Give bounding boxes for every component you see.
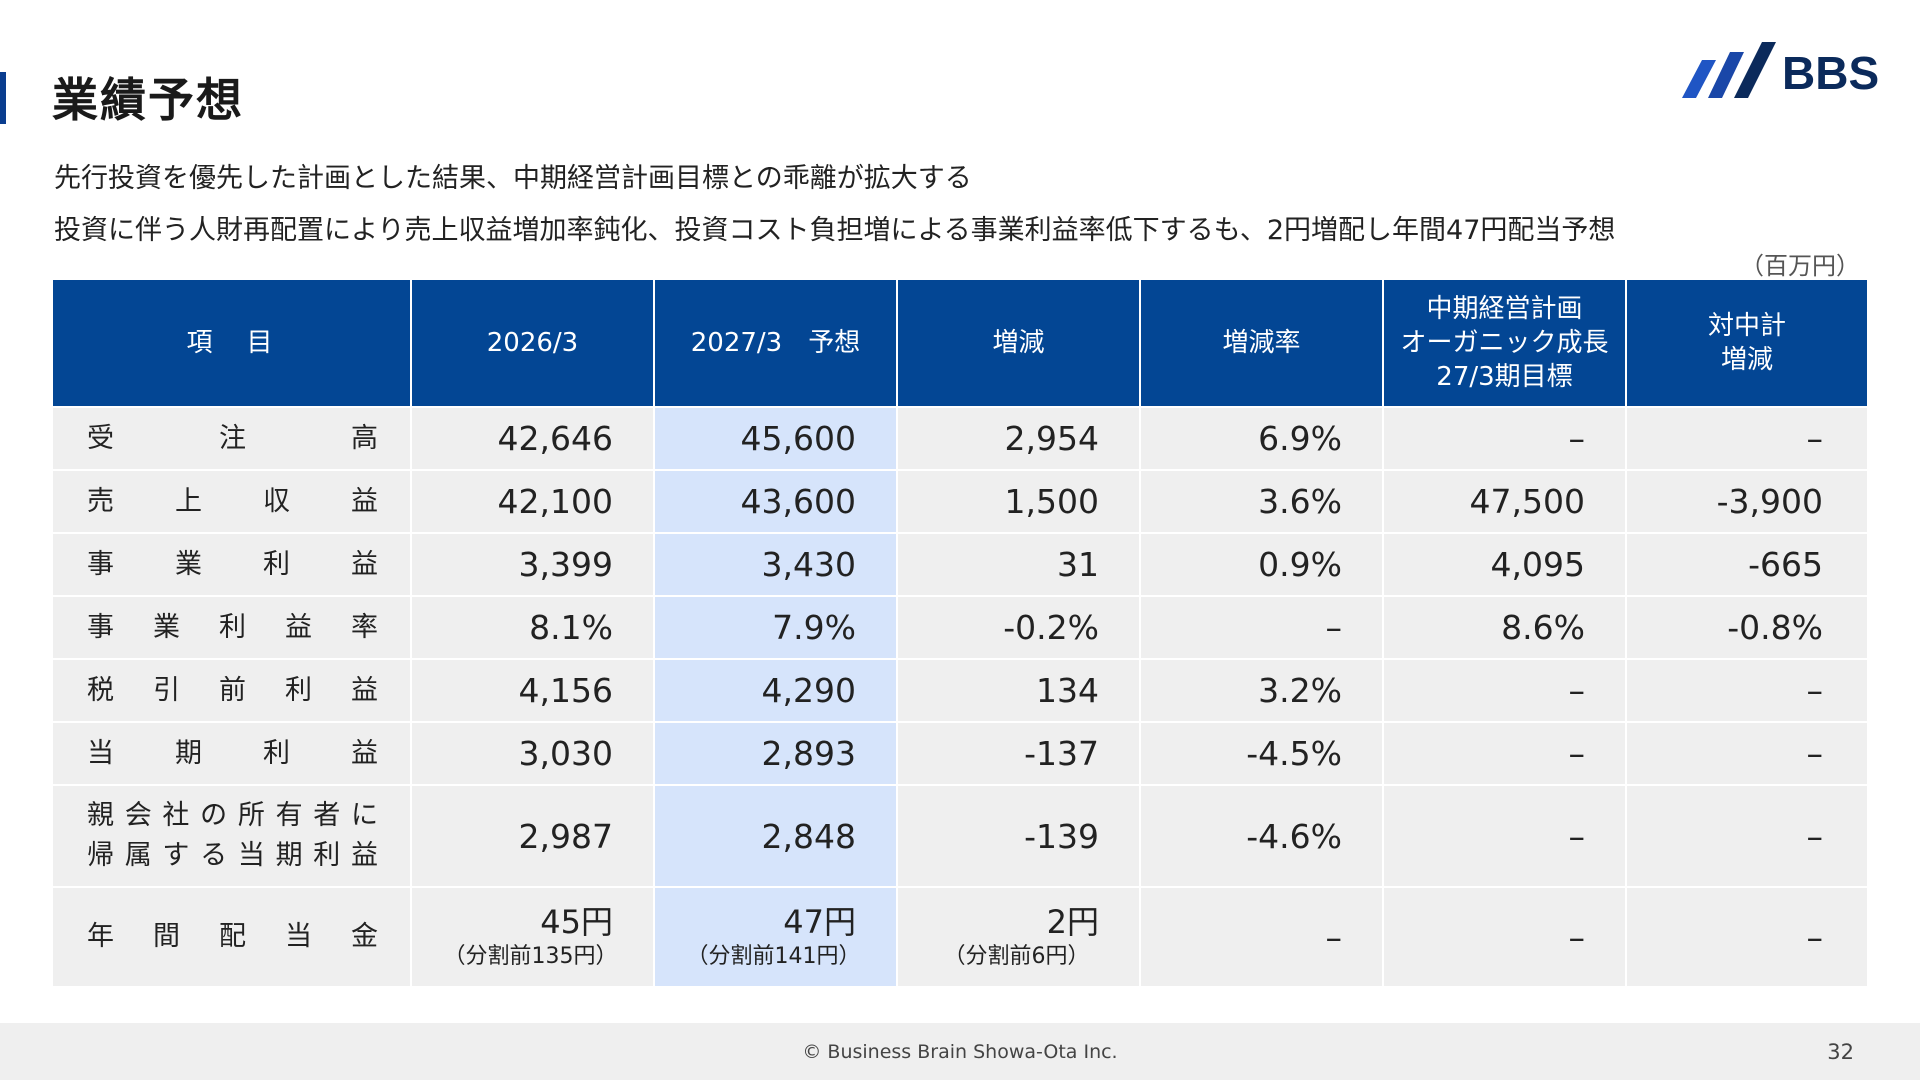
- cell-value: 42,100: [411, 469, 655, 533]
- page-title: 業績予想: [52, 73, 244, 127]
- cell-value: 6.9%: [1140, 406, 1384, 470]
- cell-dividend: 45円 （分割前135円）: [411, 886, 655, 986]
- row-label: 税引前利益: [53, 658, 412, 722]
- header-fy2026: 2026/3: [411, 280, 655, 407]
- header-change-rate: 増減率: [1140, 280, 1384, 407]
- table-row: 親会社の所有者に 帰属する当期利益 2,987 2,848 -139 -4.6%…: [53, 784, 1867, 887]
- dividend-value: 45円: [540, 903, 613, 941]
- cell-value: 43,600: [654, 469, 898, 533]
- page-number: 32: [1827, 1040, 1854, 1064]
- header-item: 項 目: [53, 280, 412, 407]
- unit-label: （百万円）: [1740, 252, 1860, 280]
- copyright-text: © Business Brain Showa-Ota Inc.: [802, 1041, 1118, 1063]
- row-label: 受注高: [53, 406, 412, 470]
- cell-value: 2,893: [654, 721, 898, 785]
- row-label: 当期利益: [53, 721, 412, 785]
- cell-value: 2,987: [411, 784, 655, 887]
- cell-value: 2,954: [897, 406, 1141, 470]
- table-row-dividend: 年間配当金 45円 （分割前135円） 47円 （分割前141円） 2円 （分割…: [53, 886, 1867, 986]
- cell-value: 31: [897, 532, 1141, 596]
- header-mid-term-target: 中期経営計画 オーガニック成長 27/3期目標: [1383, 280, 1627, 407]
- cell-value: 4,290: [654, 658, 898, 722]
- cell-value: -665: [1626, 532, 1867, 596]
- row-label-line-2: 帰属する当期利益: [87, 840, 378, 871]
- table-header-row: 項 目 2026/3 2027/3 予想 増減 増減率 中期経営計画 オーガニッ…: [53, 280, 1867, 407]
- cell-value: –: [1383, 886, 1627, 986]
- subtitle-line-2: 投資に伴う人財再配置により売上収益増加率鈍化、投資コスト負担増による事業利益率低…: [54, 215, 1616, 246]
- cell-value: 47,500: [1383, 469, 1627, 533]
- row-label: 売上収益: [53, 469, 412, 533]
- table-row: 当期利益 3,030 2,893 -137 -4.5% – –: [53, 721, 1867, 785]
- cell-value: –: [1383, 406, 1627, 470]
- cell-value: 3.6%: [1140, 469, 1384, 533]
- cell-value: 42,646: [411, 406, 655, 470]
- cell-dividend: 47円 （分割前141円）: [654, 886, 898, 986]
- cell-value: 2,848: [654, 784, 898, 887]
- cell-value: -3,900: [1626, 469, 1867, 533]
- cell-value: 134: [897, 658, 1141, 722]
- header-vs-mid-term: 対中計 増減: [1626, 280, 1867, 407]
- table-row: 事業利益 3,399 3,430 31 0.9% 4,095 -665: [53, 532, 1867, 596]
- row-label: 親会社の所有者に 帰属する当期利益: [53, 784, 412, 887]
- logo-wordmark: BBS: [1782, 47, 1880, 99]
- cell-value: –: [1140, 886, 1384, 986]
- cell-value: -137: [897, 721, 1141, 785]
- forecast-table: 項 目 2026/3 2027/3 予想 増減 増減率 中期経営計画 オーガニッ…: [53, 280, 1867, 986]
- dividend-value: 47円: [783, 903, 856, 941]
- row-label: 年間配当金: [53, 886, 412, 986]
- cell-value: 3,030: [411, 721, 655, 785]
- cell-value: 3,399: [411, 532, 655, 596]
- cell-value: -139: [897, 784, 1141, 887]
- header-fy2027-forecast: 2027/3 予想: [654, 280, 898, 407]
- cell-value: 3.2%: [1140, 658, 1384, 722]
- title-accent-bar: [0, 72, 6, 124]
- cell-value: -4.6%: [1140, 784, 1384, 887]
- cell-value: –: [1626, 721, 1867, 785]
- cell-value: 0.9%: [1140, 532, 1384, 596]
- dividend-note: （分割前141円）: [686, 944, 861, 969]
- cell-value: –: [1383, 784, 1627, 887]
- cell-value: 3,430: [654, 532, 898, 596]
- row-label: 事業利益率: [53, 595, 412, 659]
- cell-value: –: [1626, 784, 1867, 887]
- cell-value: 8.1%: [411, 595, 655, 659]
- subtitle-line-1: 先行投資を優先した計画とした結果、中期経営計画目標との乖離が拡大する: [54, 163, 972, 194]
- company-logo: BBS: [1672, 38, 1882, 104]
- row-label: 事業利益: [53, 532, 412, 596]
- header-change: 増減: [897, 280, 1141, 407]
- cell-value: –: [1626, 406, 1867, 470]
- cell-value: 45,600: [654, 406, 898, 470]
- cell-value: –: [1140, 595, 1384, 659]
- cell-dividend: 2円 （分割前6円）: [897, 886, 1141, 986]
- cell-value: –: [1383, 658, 1627, 722]
- table-row: 受注高 42,646 45,600 2,954 6.9% – –: [53, 406, 1867, 470]
- cell-value: -0.8%: [1626, 595, 1867, 659]
- cell-value: –: [1626, 886, 1867, 986]
- cell-value: -4.5%: [1140, 721, 1384, 785]
- logo-stripes-icon: [1682, 42, 1776, 98]
- cell-value: –: [1383, 721, 1627, 785]
- table-row: 売上収益 42,100 43,600 1,500 3.6% 47,500 -3,…: [53, 469, 1867, 533]
- table-row: 事業利益率 8.1% 7.9% -0.2% – 8.6% -0.8%: [53, 595, 1867, 659]
- dividend-note: （分割前6円）: [943, 944, 1090, 969]
- cell-value: 1,500: [897, 469, 1141, 533]
- footer: © Business Brain Showa-Ota Inc. 32: [0, 1023, 1920, 1080]
- cell-value: 8.6%: [1383, 595, 1627, 659]
- table-row: 税引前利益 4,156 4,290 134 3.2% – –: [53, 658, 1867, 722]
- cell-value: 4,156: [411, 658, 655, 722]
- cell-value: –: [1626, 658, 1867, 722]
- row-label-line-1: 親会社の所有者に: [87, 800, 378, 831]
- dividend-value: 2円: [1046, 903, 1099, 941]
- dividend-note: （分割前135円）: [443, 944, 618, 969]
- cell-value: -0.2%: [897, 595, 1141, 659]
- cell-value: 7.9%: [654, 595, 898, 659]
- cell-value: 4,095: [1383, 532, 1627, 596]
